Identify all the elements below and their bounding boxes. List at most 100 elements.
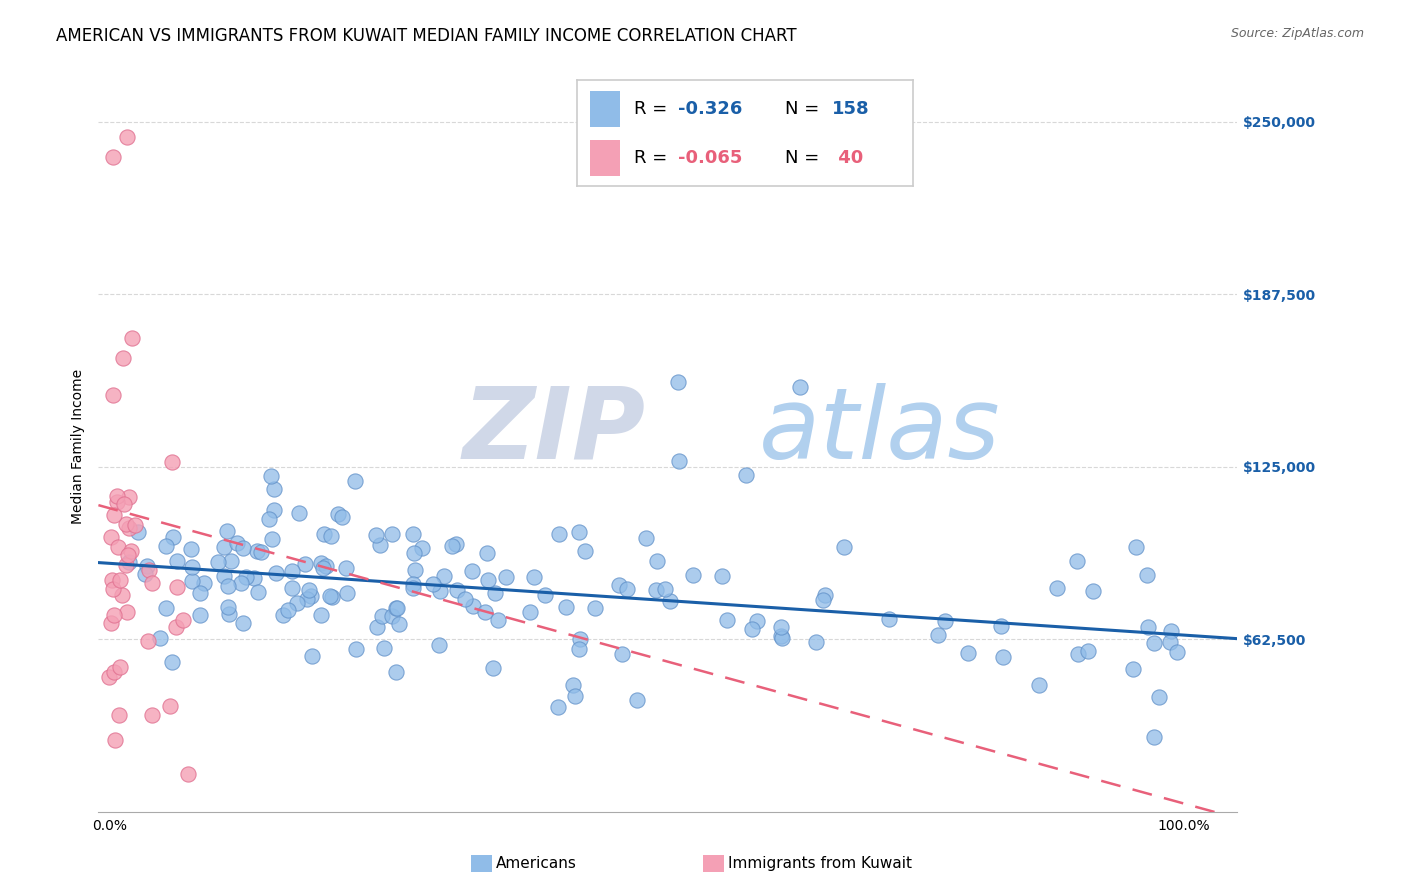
Point: [482, 661, 505, 675]
Point: [569, 632, 592, 646]
Point: [401, 581, 423, 595]
Point: [285, 596, 308, 610]
Point: [108, 659, 131, 673]
Point: [105, 495, 128, 509]
Point: [138, 563, 160, 577]
Point: [682, 568, 704, 582]
Point: [321, 590, 343, 604]
Point: [247, 585, 270, 599]
Point: [814, 588, 837, 602]
Point: [218, 607, 240, 621]
Point: [422, 576, 444, 591]
Point: [1067, 647, 1090, 661]
Point: [299, 590, 322, 604]
Point: [645, 582, 668, 597]
Point: [214, 569, 236, 583]
Point: [217, 579, 239, 593]
Point: [716, 613, 738, 627]
Point: [402, 526, 425, 541]
Point: [373, 640, 395, 655]
Point: [101, 150, 124, 164]
Point: [110, 573, 132, 587]
Point: [404, 563, 426, 577]
Point: [734, 467, 756, 482]
Point: [100, 615, 122, 630]
Point: [100, 530, 122, 544]
Point: [385, 601, 408, 615]
Point: [127, 525, 149, 540]
Point: [226, 536, 249, 550]
Point: [1028, 678, 1050, 692]
Point: [335, 560, 357, 574]
Point: [249, 544, 271, 558]
Point: [149, 632, 172, 646]
Point: [711, 569, 734, 583]
Point: [1160, 624, 1182, 638]
Point: [180, 541, 202, 556]
Point: [991, 649, 1014, 664]
Point: [927, 628, 949, 642]
Point: [564, 689, 586, 703]
Point: [561, 678, 583, 692]
Point: [111, 588, 134, 602]
Point: [118, 491, 141, 505]
Point: [554, 600, 576, 615]
Text: AMERICAN VS IMMIGRANTS FROM KUWAIT MEDIAN FAMILY INCOME CORRELATION CHART: AMERICAN VS IMMIGRANTS FROM KUWAIT MEDIA…: [56, 27, 797, 45]
Point: [385, 601, 408, 615]
Point: [155, 601, 177, 615]
Point: [141, 708, 163, 723]
Point: [1081, 584, 1104, 599]
Point: [219, 554, 242, 568]
Point: [315, 559, 337, 574]
Point: [298, 582, 321, 597]
Point: [117, 548, 139, 562]
Point: [990, 619, 1012, 633]
Point: [446, 582, 468, 597]
Point: [235, 570, 257, 584]
Point: [264, 566, 287, 581]
Point: [260, 468, 283, 483]
Point: [461, 564, 484, 578]
Point: [246, 544, 269, 558]
Point: [229, 576, 252, 591]
Point: [136, 633, 159, 648]
Point: [1125, 541, 1147, 555]
Point: [444, 537, 467, 551]
Point: [813, 592, 835, 607]
Point: [141, 575, 163, 590]
Point: [616, 582, 638, 596]
Point: [440, 539, 463, 553]
Point: [273, 608, 295, 623]
Point: [568, 641, 591, 656]
Point: [118, 520, 141, 534]
Point: [263, 482, 285, 496]
Point: [879, 612, 901, 626]
Text: atlas: atlas: [759, 383, 1001, 480]
Point: [463, 599, 485, 613]
Point: [124, 517, 146, 532]
Point: [212, 541, 235, 555]
Point: [217, 600, 239, 615]
Point: [486, 613, 509, 627]
Point: [263, 503, 285, 517]
Point: [1143, 730, 1166, 744]
Point: [103, 508, 125, 522]
Point: [309, 557, 332, 571]
Point: [257, 512, 280, 526]
Point: [243, 571, 266, 585]
Text: Immigrants from Kuwait: Immigrants from Kuwait: [728, 856, 912, 871]
Point: [165, 620, 187, 634]
Point: [1122, 662, 1144, 676]
Point: [98, 670, 121, 684]
Point: [134, 566, 156, 581]
Point: [789, 380, 811, 394]
Point: [433, 569, 456, 583]
Point: [658, 594, 681, 608]
Point: [523, 570, 546, 584]
Point: [411, 541, 433, 555]
Point: [343, 475, 366, 489]
Point: [336, 586, 359, 600]
Point: [519, 605, 541, 619]
Point: [387, 617, 409, 632]
Point: [101, 573, 124, 587]
